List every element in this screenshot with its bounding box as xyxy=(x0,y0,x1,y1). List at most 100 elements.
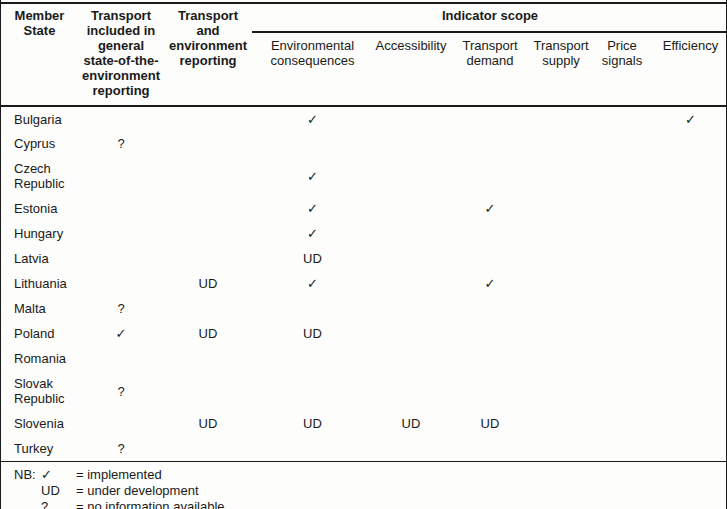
empty-cell xyxy=(164,221,252,246)
empty-cell xyxy=(252,346,373,371)
legend-prefix-spacer xyxy=(14,499,41,509)
under-development-cell: UD xyxy=(252,321,373,346)
empty-cell xyxy=(591,371,653,411)
empty-cell xyxy=(653,321,727,346)
empty-cell xyxy=(653,221,727,246)
empty-cell xyxy=(591,321,653,346)
legend: NB: ✓ = implemented UD = under developme… xyxy=(1,461,726,509)
empty-cell xyxy=(591,411,653,436)
empty-cell xyxy=(373,131,449,156)
empty-cell xyxy=(591,346,653,371)
table-header: Member State Transport included in gener… xyxy=(1,3,727,106)
table-row: Poland✓UDUD xyxy=(1,321,727,346)
col-header-accessibility: Accessibility xyxy=(373,32,449,106)
empty-cell xyxy=(531,156,591,196)
table-row: Malta? xyxy=(1,296,727,321)
table-row: Hungary✓ xyxy=(1,221,727,246)
empty-cell xyxy=(531,131,591,156)
empty-cell xyxy=(164,296,252,321)
empty-cell xyxy=(653,196,727,221)
empty-cell xyxy=(531,246,591,271)
col-header-transport-demand: Transport demand xyxy=(449,32,531,106)
col-header-price-signals: Price signals xyxy=(591,32,653,106)
empty-cell xyxy=(78,106,164,131)
member-state-cell: Slovenia xyxy=(1,411,78,436)
empty-cell xyxy=(449,156,531,196)
empty-cell xyxy=(164,436,252,461)
empty-cell xyxy=(653,156,727,196)
legend-item: ? = no information available xyxy=(14,499,726,509)
table-row: Turkey? xyxy=(1,436,727,461)
empty-cell xyxy=(449,346,531,371)
legend-item: NB: ✓ = implemented xyxy=(14,467,726,483)
check-mark-cell: ✓ xyxy=(252,156,373,196)
under-development-cell: UD xyxy=(164,321,252,346)
member-state-cell: Estonia xyxy=(1,196,78,221)
empty-cell xyxy=(252,436,373,461)
empty-cell xyxy=(653,296,727,321)
check-mark-cell: ✓ xyxy=(252,271,373,296)
empty-cell xyxy=(653,271,727,296)
empty-cell xyxy=(164,106,252,131)
under-development-cell: UD xyxy=(164,271,252,296)
member-state-cell: Poland xyxy=(1,321,78,346)
empty-cell xyxy=(591,436,653,461)
empty-cell xyxy=(449,371,531,411)
empty-cell xyxy=(78,221,164,246)
legend-prefix-spacer xyxy=(14,483,41,499)
empty-cell xyxy=(78,196,164,221)
empty-cell xyxy=(78,411,164,436)
under-development-cell: UD xyxy=(373,411,449,436)
empty-cell xyxy=(78,271,164,296)
check-mark-cell: ✓ xyxy=(252,106,373,131)
empty-cell xyxy=(591,246,653,271)
col-header-indicator-scope: Indicator scope xyxy=(252,3,727,32)
empty-cell xyxy=(591,131,653,156)
check-mark-cell: ✓ xyxy=(449,196,531,221)
legend-prefix: NB: xyxy=(14,467,41,483)
member-state-cell: Hungary xyxy=(1,221,78,246)
empty-cell xyxy=(531,436,591,461)
table-row: Cyprus? xyxy=(1,131,727,156)
member-state-cell: Romania xyxy=(1,346,78,371)
empty-cell xyxy=(164,131,252,156)
empty-cell xyxy=(653,246,727,271)
empty-cell xyxy=(78,346,164,371)
empty-cell xyxy=(591,156,653,196)
legend-meaning: = implemented xyxy=(76,467,726,483)
empty-cell xyxy=(653,346,727,371)
member-state-cell: Malta xyxy=(1,296,78,321)
empty-cell xyxy=(373,221,449,246)
empty-cell xyxy=(78,156,164,196)
table-row: Romania xyxy=(1,346,727,371)
table-row: LithuaniaUD✓✓ xyxy=(1,271,727,296)
legend-meaning: = under development xyxy=(76,483,726,499)
under-development-cell: UD xyxy=(164,411,252,436)
member-state-cell: Bulgaria xyxy=(1,106,78,131)
empty-cell xyxy=(373,156,449,196)
empty-cell xyxy=(531,221,591,246)
report-table-page: Member State Transport included in gener… xyxy=(0,0,727,509)
empty-cell xyxy=(164,371,252,411)
member-state-cell: Latvia xyxy=(1,246,78,271)
legend-item: UD = under development xyxy=(14,483,726,499)
empty-cell xyxy=(252,371,373,411)
empty-cell xyxy=(449,436,531,461)
empty-cell xyxy=(531,411,591,436)
empty-cell xyxy=(531,296,591,321)
empty-cell xyxy=(78,246,164,271)
empty-cell xyxy=(252,296,373,321)
empty-cell xyxy=(531,371,591,411)
under-development-cell: UD xyxy=(449,411,531,436)
empty-cell xyxy=(531,346,591,371)
empty-cell xyxy=(164,346,252,371)
table-row: Estonia✓✓ xyxy=(1,196,727,221)
legend-meaning: = no information available xyxy=(76,499,726,509)
table-row: LatviaUD xyxy=(1,246,727,271)
col-header-efficiency: Efficiency xyxy=(653,32,727,106)
empty-cell xyxy=(373,106,449,131)
empty-cell xyxy=(591,296,653,321)
col-header-te-reporting: Transport and environment reporting xyxy=(164,3,252,106)
empty-cell xyxy=(591,221,653,246)
no-info-cell: ? xyxy=(78,436,164,461)
